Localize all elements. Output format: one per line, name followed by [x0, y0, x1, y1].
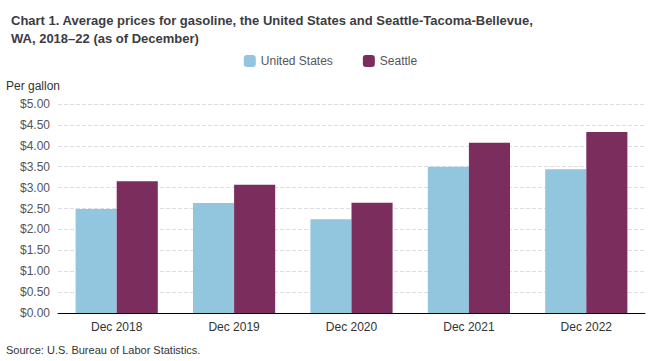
svg-text:Seattle: Seattle: [380, 54, 418, 68]
svg-text:Dec 2018: Dec 2018: [91, 320, 143, 334]
svg-text:Dec 2022: Dec 2022: [561, 320, 613, 334]
svg-text:$0.00: $0.00: [20, 306, 50, 320]
svg-text:United States: United States: [261, 54, 333, 68]
svg-text:$4.50: $4.50: [20, 118, 50, 132]
svg-text:$3.50: $3.50: [20, 160, 50, 174]
svg-text:$1.00: $1.00: [20, 264, 50, 278]
svg-text:$2.50: $2.50: [20, 202, 50, 216]
svg-text:Dec 2020: Dec 2020: [326, 320, 378, 334]
svg-text:Per gallon: Per gallon: [6, 79, 60, 93]
svg-text:$1.50: $1.50: [20, 243, 50, 257]
svg-text:$2.00: $2.00: [20, 222, 50, 236]
svg-text:$5.00: $5.00: [20, 97, 50, 111]
svg-text:$4.00: $4.00: [20, 139, 50, 153]
svg-text:Chart 1. Average prices for ga: Chart 1. Average prices for gasoline, th…: [11, 13, 533, 28]
svg-text:Source: U.S. Bureau of Labor S: Source: U.S. Bureau of Labor Statistics.: [6, 344, 200, 356]
svg-text:WA, 2018–22 (as of December): WA, 2018–22 (as of December): [11, 31, 199, 46]
svg-text:$3.00: $3.00: [20, 181, 50, 195]
svg-text:Dec 2019: Dec 2019: [208, 320, 260, 334]
svg-text:Dec 2021: Dec 2021: [443, 320, 495, 334]
svg-text:$0.50: $0.50: [20, 285, 50, 299]
